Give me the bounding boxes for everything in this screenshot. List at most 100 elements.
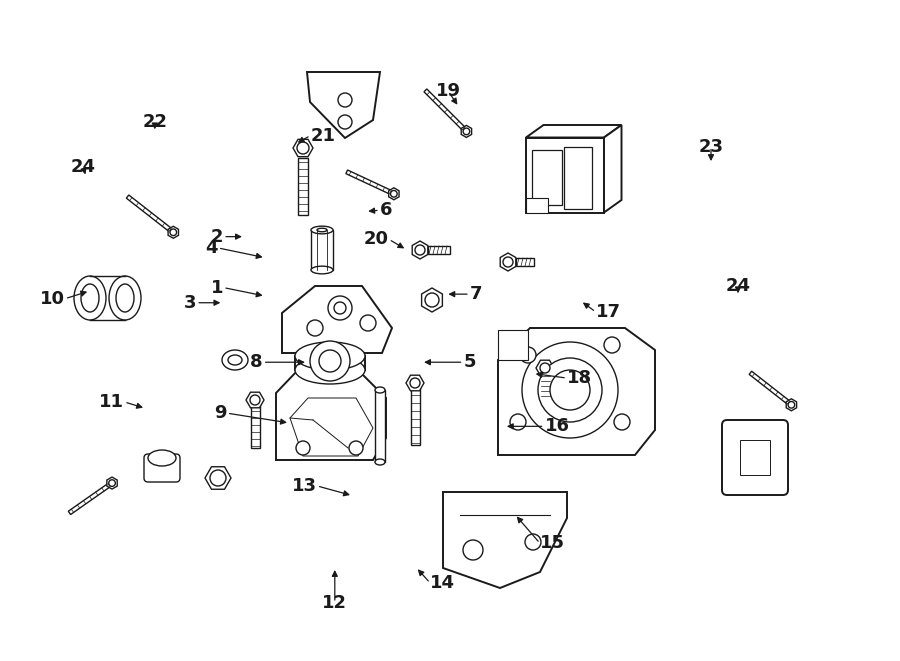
Circle shape (410, 378, 420, 388)
Text: 7: 7 (470, 285, 482, 303)
Text: 24: 24 (70, 157, 95, 176)
Ellipse shape (81, 284, 99, 312)
FancyBboxPatch shape (144, 454, 180, 482)
Bar (526, 198, 548, 212)
Bar (498, 330, 528, 360)
Polygon shape (443, 492, 567, 588)
Circle shape (503, 257, 513, 267)
Ellipse shape (317, 228, 327, 232)
Circle shape (510, 414, 526, 430)
Bar (311, 230, 333, 270)
Circle shape (328, 296, 352, 320)
Polygon shape (389, 188, 399, 200)
Ellipse shape (116, 284, 134, 312)
Circle shape (210, 470, 226, 486)
Ellipse shape (109, 276, 141, 320)
Ellipse shape (311, 226, 333, 234)
Circle shape (464, 128, 470, 135)
Ellipse shape (375, 459, 385, 465)
Polygon shape (68, 481, 113, 514)
Circle shape (415, 245, 425, 255)
Text: 20: 20 (364, 230, 389, 249)
Circle shape (360, 315, 376, 331)
Polygon shape (461, 126, 472, 137)
Text: 13: 13 (292, 477, 317, 495)
Circle shape (525, 534, 541, 550)
Polygon shape (290, 398, 373, 456)
Circle shape (319, 350, 341, 372)
Text: 2: 2 (211, 227, 223, 246)
Polygon shape (307, 72, 380, 138)
Circle shape (604, 337, 620, 353)
Ellipse shape (74, 276, 106, 320)
Ellipse shape (311, 266, 333, 274)
Circle shape (788, 401, 795, 408)
Text: 14: 14 (430, 574, 455, 592)
Text: 1: 1 (211, 278, 223, 297)
Text: 18: 18 (567, 369, 592, 387)
Ellipse shape (148, 450, 176, 466)
Bar (516, 258, 534, 266)
Polygon shape (536, 360, 554, 376)
Circle shape (425, 293, 439, 307)
Circle shape (338, 115, 352, 129)
Bar (526, 137, 604, 212)
Circle shape (463, 540, 483, 560)
Circle shape (170, 229, 176, 235)
Bar (428, 246, 450, 254)
Polygon shape (276, 370, 386, 460)
Polygon shape (246, 392, 264, 408)
Polygon shape (412, 241, 427, 259)
Text: 6: 6 (380, 201, 392, 219)
Polygon shape (205, 467, 231, 489)
Ellipse shape (228, 355, 242, 365)
Text: 5: 5 (464, 353, 476, 371)
Circle shape (338, 93, 352, 107)
Polygon shape (126, 195, 175, 234)
Text: 23: 23 (698, 137, 724, 156)
Polygon shape (604, 125, 622, 212)
Circle shape (296, 441, 310, 455)
Polygon shape (526, 125, 622, 137)
Text: 19: 19 (436, 82, 461, 100)
Bar (411, 383, 420, 445)
Ellipse shape (295, 356, 365, 384)
Ellipse shape (222, 350, 248, 370)
Text: 15: 15 (540, 534, 565, 553)
Circle shape (522, 342, 618, 438)
Circle shape (540, 363, 550, 373)
Circle shape (538, 358, 602, 422)
Text: 4: 4 (205, 239, 218, 257)
Circle shape (520, 347, 536, 363)
Bar (251, 400, 260, 448)
Bar (740, 440, 770, 475)
Text: 9: 9 (214, 404, 227, 422)
Circle shape (297, 142, 309, 154)
Circle shape (310, 341, 350, 381)
Text: 3: 3 (184, 293, 196, 312)
Polygon shape (282, 286, 392, 353)
Text: 16: 16 (544, 417, 570, 436)
Circle shape (334, 302, 346, 314)
Circle shape (349, 441, 363, 455)
Circle shape (109, 480, 115, 486)
Polygon shape (346, 170, 395, 196)
Text: 11: 11 (99, 393, 124, 411)
Polygon shape (424, 89, 468, 133)
Text: 17: 17 (596, 303, 621, 321)
Polygon shape (749, 371, 793, 407)
Polygon shape (107, 477, 117, 489)
Polygon shape (168, 226, 178, 238)
Circle shape (614, 414, 630, 430)
Polygon shape (421, 288, 443, 312)
Text: 21: 21 (310, 126, 336, 145)
Circle shape (307, 320, 323, 336)
Circle shape (391, 190, 397, 197)
Text: 8: 8 (250, 353, 263, 371)
Bar (298, 158, 308, 215)
Text: 10: 10 (40, 290, 65, 308)
Text: 24: 24 (725, 276, 751, 295)
Bar (541, 368, 550, 398)
Circle shape (550, 370, 590, 410)
Text: 22: 22 (142, 113, 167, 132)
